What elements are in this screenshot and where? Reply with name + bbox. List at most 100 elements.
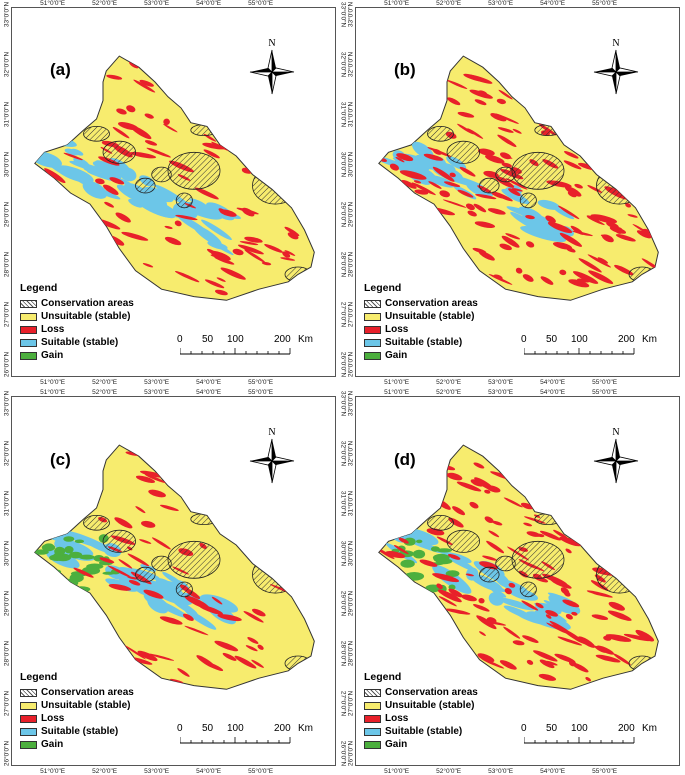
legend-item-label: Unsuitable (stable)	[385, 700, 474, 711]
latitude-tick-label: 27°0'0"N	[340, 295, 347, 335]
longitude-tick-label: 55°0'0"E	[592, 768, 617, 775]
gain-patch	[49, 554, 65, 561]
legend-swatch	[364, 352, 381, 360]
legend-swatch	[20, 702, 37, 710]
conservation-area	[447, 530, 480, 552]
latitude-tick-label: 29°0'0"N	[340, 584, 347, 624]
legend-item-label: Conservation areas	[385, 298, 478, 309]
gain-patch	[400, 560, 414, 568]
legend-item-label: Unsuitable (stable)	[385, 311, 474, 322]
conservation-area	[176, 582, 192, 597]
longitude-tick-label: 51°0'0"E	[40, 379, 65, 386]
latitude-tick-label: 26°0'0"N	[340, 345, 347, 385]
suitable-patch	[33, 128, 79, 150]
legend-swatch	[364, 300, 381, 308]
longitude-tick-label: 55°0'0"E	[592, 0, 617, 7]
latitude-tick-label: 27°0'0"N	[348, 684, 355, 724]
conservation-area	[496, 167, 516, 182]
scale-unit: Km	[298, 723, 313, 734]
latitude-tick-label: 30°0'0"N	[348, 534, 355, 574]
legend-item-label: Suitable (stable)	[385, 337, 462, 348]
conservation-area	[168, 152, 220, 189]
conservation-area	[136, 178, 156, 193]
legend-swatch	[364, 339, 381, 347]
longitude-tick-label: 51°0'0"E	[384, 389, 409, 396]
legend-swatch	[20, 715, 37, 723]
latitude-tick-label: 33°0'0"N	[340, 0, 347, 35]
scale-tick-label: 100	[571, 334, 588, 345]
legend-swatch	[20, 689, 37, 697]
legend-title: Legend	[20, 671, 134, 683]
conservation-area	[520, 582, 536, 597]
gain-patch	[436, 558, 453, 564]
latitude-tick-label: 27°0'0"N	[4, 684, 11, 724]
legend-swatch	[364, 689, 381, 697]
conservation-area	[447, 141, 480, 163]
conservation-area	[428, 515, 454, 530]
scale-unit: Km	[642, 723, 657, 734]
latitude-tick-label: 30°0'0"N	[4, 145, 11, 185]
gain-patch	[33, 549, 48, 554]
conservation-area	[84, 126, 110, 141]
north-label: N	[249, 38, 295, 49]
scale-tick-label: 100	[571, 723, 588, 734]
conservation-area	[152, 167, 172, 182]
legend-swatch	[20, 339, 37, 347]
gain-patch	[61, 579, 78, 587]
panel-label: (a)	[50, 60, 71, 80]
legend-swatch	[364, 702, 381, 710]
legend-swatch	[364, 728, 381, 736]
conservation-area	[103, 530, 136, 552]
longitude-tick-label: 54°0'0"E	[540, 389, 565, 396]
legend-item: Gain	[20, 349, 134, 362]
legend-item: Unsuitable (stable)	[20, 310, 134, 323]
legend-item: Gain	[364, 738, 478, 751]
longitude-tick-label: 53°0'0"E	[488, 768, 513, 775]
legend-swatch	[20, 728, 37, 736]
legend-item: Gain	[364, 349, 478, 362]
longitude-tick-label: 54°0'0"E	[196, 0, 221, 7]
longitude-tick-label: 52°0'0"E	[436, 0, 461, 7]
legend-item: Suitable (stable)	[20, 336, 134, 349]
legend-item: Unsuitable (stable)	[364, 699, 478, 712]
legend-item: Loss	[20, 323, 134, 336]
scale-tick-label: 0	[177, 723, 183, 734]
conservation-area	[152, 556, 172, 571]
gain-patch	[35, 562, 45, 570]
legend-item-label: Suitable (stable)	[385, 726, 462, 737]
latitude-tick-label: 33°0'0"N	[340, 384, 347, 424]
legend-item-label: Gain	[385, 739, 407, 750]
gain-patch	[55, 570, 61, 574]
scale-tick-label: 200	[274, 723, 291, 734]
latitude-tick-label: 31°0'0"N	[340, 95, 347, 135]
latitude-tick-label: 32°0'0"N	[4, 45, 11, 85]
scale-tick-label: 0	[521, 334, 527, 345]
longitude-tick-label: 52°0'0"E	[92, 389, 117, 396]
conservation-area	[136, 567, 156, 582]
conservation-area	[428, 126, 454, 141]
gain-patch	[382, 569, 396, 574]
legend-swatch	[364, 326, 381, 334]
latitude-tick-label: 28°0'0"N	[340, 245, 347, 285]
gain-patch	[103, 572, 115, 575]
legend-item: Suitable (stable)	[364, 725, 478, 738]
legend-item-label: Loss	[41, 324, 64, 335]
legend-swatch	[20, 352, 37, 360]
gain-patch	[54, 547, 65, 556]
gain-patch	[416, 540, 422, 544]
scale-tick-label: 0	[177, 334, 183, 345]
conservation-area	[252, 556, 298, 593]
longitude-tick-label: 52°0'0"E	[436, 389, 461, 396]
legend-swatch	[364, 715, 381, 723]
legend-swatch	[20, 741, 37, 749]
longitude-tick-label: 52°0'0"E	[92, 0, 117, 7]
scale-tick-label: 200	[618, 723, 635, 734]
longitude-tick-label: 51°0'0"E	[40, 389, 65, 396]
latitude-tick-label: 33°0'0"N	[4, 0, 11, 35]
conservation-area	[597, 167, 643, 204]
legend-item-label: Suitable (stable)	[41, 337, 118, 348]
legend-swatch	[20, 300, 37, 308]
latitude-tick-label: 28°0'0"N	[340, 634, 347, 674]
